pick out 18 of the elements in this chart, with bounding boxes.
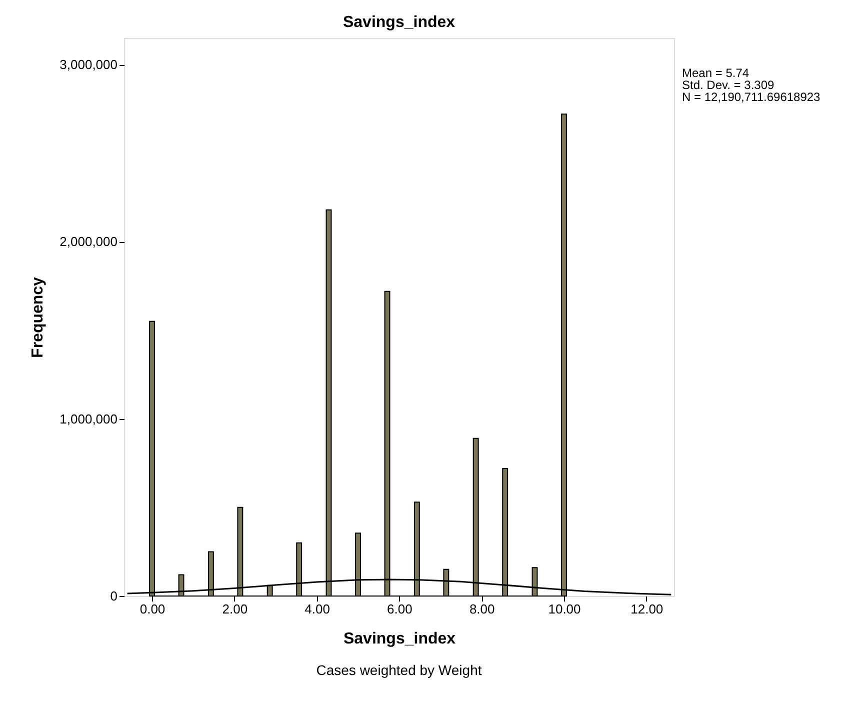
x-tick-label: 10.00: [548, 602, 581, 616]
x-tick-label: 2.00: [222, 602, 248, 616]
x-tick-label: 8.00: [469, 602, 495, 616]
text: Cases weighted by Weight: [316, 662, 482, 678]
x-tick-label: 6.00: [387, 602, 412, 616]
y-tick-label: 0: [110, 588, 118, 604]
chart-title: Savings_index: [342, 14, 456, 31]
text: Std. Dev. = 3.309: [682, 78, 774, 92]
x-tick-label: 12.00: [630, 602, 664, 616]
y-tick-label: 2,000,000: [60, 234, 118, 250]
x-axis-title: Savings_index: [343, 630, 456, 648]
y-tick-label: 3,000,000: [60, 57, 118, 72]
y-tick-label: 1,000,000: [60, 411, 118, 426]
y-axis-title: Frequency: [30, 276, 47, 358]
text: N = 12,190,711.69618923: [682, 90, 821, 104]
x-tick-label: 0.00: [140, 602, 166, 616]
text: Mean = 5.74: [682, 66, 750, 80]
x-tick-label: 4.00: [304, 602, 330, 616]
